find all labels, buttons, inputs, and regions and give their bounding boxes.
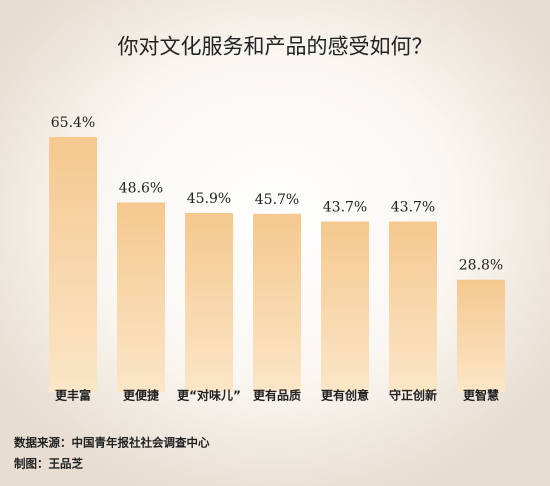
x-tick-label: 更有创意	[321, 388, 369, 403]
bar	[389, 221, 437, 392]
x-tick-label: 更有品质	[253, 388, 301, 403]
value-label: 43.7%	[391, 200, 435, 216]
credit-note: 制图：王品芝	[14, 457, 83, 471]
bar	[253, 213, 301, 392]
x-tick-label: 更智慧	[463, 388, 499, 403]
x-tick-label: 更“对味儿”	[177, 388, 241, 403]
x-tick-label: 更便捷	[123, 388, 160, 403]
bar	[185, 212, 233, 392]
value-label: 65.4%	[51, 115, 95, 131]
value-label: 45.9%	[187, 191, 231, 207]
x-tick-label: 守正创新	[389, 388, 437, 403]
value-label: 45.7%	[255, 192, 299, 208]
chart-title: 你对文化服务和产品的感受如何？	[118, 35, 433, 59]
value-label: 48.6%	[119, 180, 163, 196]
value-label: 28.8%	[459, 258, 503, 274]
x-tick-label: 更丰富	[55, 388, 91, 403]
value-label: 43.7%	[323, 200, 367, 216]
bar	[49, 136, 97, 392]
bar	[117, 202, 165, 392]
bar	[321, 221, 369, 392]
source-note: 数据来源：中国青年报社社会调查中心	[14, 436, 210, 450]
bar	[457, 279, 505, 392]
